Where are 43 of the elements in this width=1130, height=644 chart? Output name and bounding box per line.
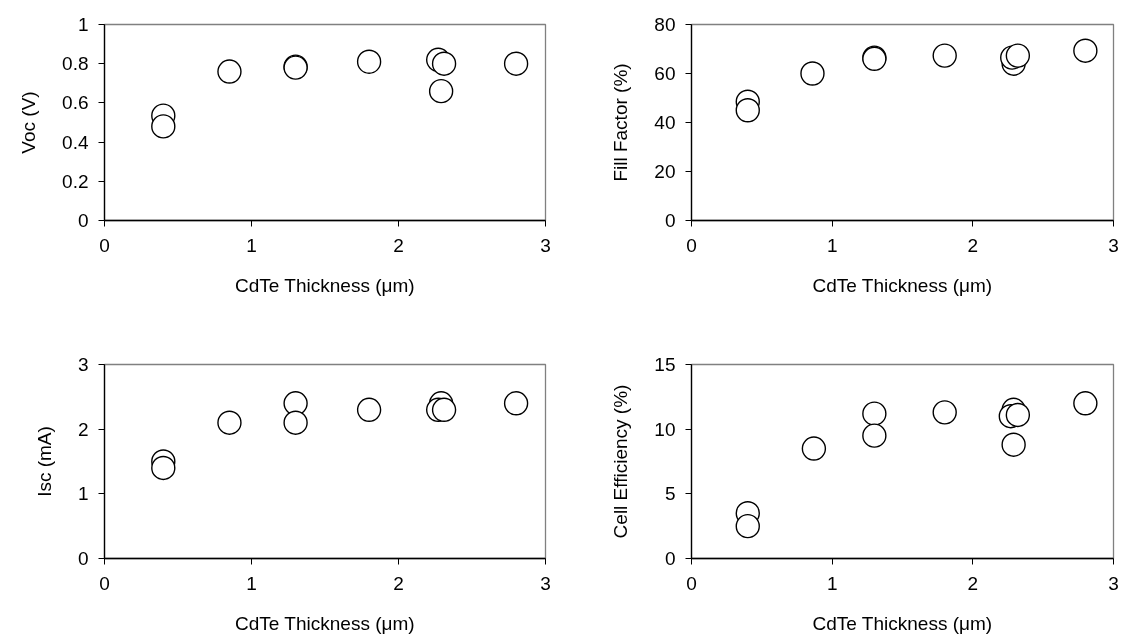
- x-tick-label: 1: [826, 234, 838, 256]
- x-tick-label: 1: [246, 572, 257, 594]
- x-tick-label: 2: [393, 234, 404, 256]
- x-tick-label: 0: [686, 572, 697, 594]
- x-tick-label: 2: [967, 234, 979, 256]
- y-axis-title: Voc (V): [18, 91, 40, 154]
- y-tick-label: 60: [654, 63, 676, 84]
- y-tick-label: 0.6: [62, 92, 89, 114]
- y-tick-label: 40: [654, 112, 676, 133]
- x-tick-label: 1: [826, 572, 838, 594]
- x-tick-label: 0: [99, 572, 110, 594]
- x-tick-label: 2: [967, 572, 979, 594]
- y-tick-label: 1: [77, 14, 89, 35]
- y-axis-title: Fill Factor (%): [610, 63, 632, 182]
- y-tick-label: 0.2: [62, 170, 89, 192]
- x-tick-label: 3: [540, 234, 551, 256]
- y-tick-label: 0.8: [62, 53, 89, 75]
- y-tick-label: 0: [664, 210, 676, 231]
- x-tick-label: 0: [99, 234, 110, 256]
- x-tick-label: 3: [1108, 572, 1119, 594]
- y-tick-label: 20: [654, 161, 676, 182]
- y-tick-label: 3: [77, 354, 89, 375]
- y-tick-label: 80: [654, 14, 676, 35]
- x-tick-label: 1: [246, 234, 257, 256]
- x-axis-title: CdTe Thickness (μm): [812, 274, 993, 296]
- y-tick-label: 1: [77, 483, 89, 505]
- x-axis-title: CdTe Thickness (μm): [812, 612, 993, 634]
- x-tick-label: 3: [1108, 234, 1119, 256]
- x-axis-title: CdTe Thickness (μm): [235, 274, 415, 296]
- x-tick-label: 2: [393, 572, 404, 594]
- y-tick-label: 0: [664, 548, 676, 569]
- x-axis-title: CdTe Thickness (μm): [235, 612, 415, 634]
- x-tick-label: 0: [686, 234, 697, 256]
- y-axis-title: Cell Efficiency (%): [610, 384, 632, 539]
- y-tick-label: 0: [77, 210, 89, 231]
- y-tick-label: 10: [654, 418, 676, 440]
- y-tick-label: 0: [77, 548, 89, 569]
- y-tick-label: 2: [77, 418, 89, 440]
- y-tick-label: 5: [664, 483, 676, 505]
- y-axis-title: Isc (mA): [33, 426, 55, 497]
- y-tick-label: 0.4: [62, 131, 89, 153]
- x-tick-label: 3: [540, 572, 551, 594]
- y-tick-label: 15: [654, 354, 676, 375]
